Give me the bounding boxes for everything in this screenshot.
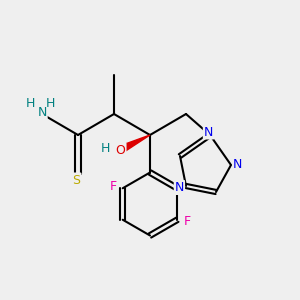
- Text: O: O: [116, 143, 125, 157]
- Text: N: N: [175, 181, 184, 194]
- Text: N: N: [204, 125, 213, 139]
- Text: S: S: [73, 173, 80, 187]
- Text: H: H: [46, 97, 55, 110]
- Text: F: F: [110, 180, 117, 193]
- Polygon shape: [118, 135, 150, 154]
- Text: N: N: [233, 158, 242, 172]
- Text: N: N: [37, 106, 47, 119]
- Text: H: H: [101, 142, 110, 155]
- Text: F: F: [183, 215, 190, 228]
- Text: H: H: [26, 97, 35, 110]
